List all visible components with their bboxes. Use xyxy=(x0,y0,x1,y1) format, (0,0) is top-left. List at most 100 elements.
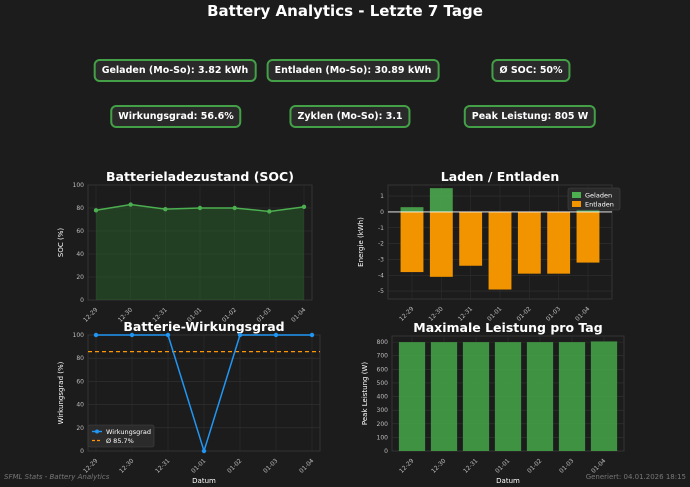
x-tick-label: 12-31 xyxy=(154,457,171,474)
efficiency-point xyxy=(93,332,99,338)
soc-point xyxy=(232,205,237,211)
y-axis-label: Energie (kWh) xyxy=(357,217,365,267)
soc-point xyxy=(301,204,307,210)
soc-point xyxy=(93,208,99,213)
soc-point xyxy=(128,202,133,207)
x-tick-label: 12-31 xyxy=(462,457,479,474)
x-tick-label: 01-04 xyxy=(298,457,315,474)
legend-label: Wirkungsgrad xyxy=(106,428,151,436)
y-axis-label: Wirkungsgrad (%) xyxy=(57,361,65,424)
y-axis-label: Peak Leistung (W) xyxy=(361,362,369,425)
footer-source: SFML Stats - Battery Analytics xyxy=(4,473,110,481)
soc-point xyxy=(267,209,272,214)
efficiency-point xyxy=(129,332,135,338)
x-tick-label: 12-29 xyxy=(398,457,415,474)
y-axis-label: SOC (%) xyxy=(57,228,65,257)
y-tick-label: 0 xyxy=(384,448,388,455)
legend-label: Ø 85.7% xyxy=(106,437,134,445)
chart-title: Maximale Leistung pro Tag xyxy=(413,320,602,335)
chart-title: Laden / Entladen xyxy=(441,169,559,184)
stat-avg-soc-badge: Ø SOC: 50% xyxy=(491,59,571,82)
x-tick-label: 01-01 xyxy=(190,457,207,474)
y-tick-label: 40 xyxy=(76,251,84,258)
y-tick-label: 400 xyxy=(377,394,389,401)
x-axis-label: Datum xyxy=(192,477,216,485)
discharged-bar xyxy=(429,211,453,277)
legend-label: Geladen xyxy=(585,192,612,200)
discharged-bar xyxy=(488,211,512,290)
y-tick-label: 100 xyxy=(377,434,389,441)
x-tick-label: 01-02 xyxy=(226,457,243,474)
y-tick-label: 20 xyxy=(76,274,84,281)
y-tick-label: 100 xyxy=(73,332,85,339)
stat-cycles-badge: Zyklen (Mo-So): 3.1 xyxy=(289,105,411,128)
stat-charged-badge: Geladen (Mo-So): 3.82 kWh xyxy=(93,59,257,82)
efficiency-point xyxy=(237,332,243,338)
y-tick-label: -5 xyxy=(378,288,384,295)
page-title: Battery Analytics - Letzte 7 Tage xyxy=(207,2,483,20)
discharged-bar xyxy=(517,211,541,274)
y-tick-label: 300 xyxy=(377,407,389,414)
x-tick-label: 01-03 xyxy=(262,457,279,474)
y-tick-label: 800 xyxy=(377,339,389,346)
stat-efficiency-badge: Wirkungsgrad: 56.6% xyxy=(110,105,242,128)
efficiency-point xyxy=(201,448,207,454)
legend-swatch xyxy=(572,192,581,198)
x-tick-label: 01-04 xyxy=(290,306,307,323)
x-tick-label: 12-29 xyxy=(82,306,99,323)
y-tick-label: 60 xyxy=(76,378,84,385)
peak-power-bar xyxy=(558,342,586,451)
y-tick-label: 100 xyxy=(73,182,85,189)
legend-box xyxy=(87,424,155,448)
discharged-bar xyxy=(459,211,483,266)
discharged-bar xyxy=(547,211,571,274)
y-tick-label: 80 xyxy=(76,355,84,362)
y-tick-label: -1 xyxy=(378,225,384,232)
peak-power-chart: 0 100 200 300 400 500 600 700 800 12-29 12-30 12-31… xyxy=(361,320,625,485)
y-tick-label: 700 xyxy=(377,353,389,360)
x-tick-label: 12-30 xyxy=(430,457,447,474)
y-tick-label: 60 xyxy=(76,228,84,235)
stat-peak-power-badge: Peak Leistung: 805 W xyxy=(463,105,597,128)
x-axis-label: Datum xyxy=(496,477,520,485)
discharged-bar xyxy=(400,211,424,273)
y-tick-label: 20 xyxy=(76,425,84,432)
soc-area-fill xyxy=(96,204,304,300)
y-tick-label: 500 xyxy=(377,380,389,387)
legend-marker-swatch xyxy=(95,429,99,434)
charged-bar xyxy=(576,210,600,212)
x-tick-label: 01-01 xyxy=(494,457,511,474)
peak-power-bar xyxy=(590,341,618,451)
legend-swatch xyxy=(572,201,581,207)
y-tick-label: 0 xyxy=(80,297,84,304)
y-tick-label: 0 xyxy=(80,448,84,455)
stat-discharged-badge: Entladen (Mo-So): 30.89 kWh xyxy=(266,59,440,82)
discharged-bar xyxy=(576,211,600,263)
peak-power-bar xyxy=(430,342,458,451)
peak-power-bar xyxy=(462,342,490,451)
x-tick-label: 01-02 xyxy=(526,457,543,474)
y-tick-label: -4 xyxy=(378,272,384,279)
chart-title: Batterieladezustand (SOC) xyxy=(106,169,294,184)
x-tick-label: 12-30 xyxy=(118,457,135,474)
peak-power-bar xyxy=(526,342,554,451)
y-tick-label: 600 xyxy=(377,366,389,373)
y-tick-label: 200 xyxy=(377,421,389,428)
soc-point xyxy=(197,205,203,211)
efficiency-point xyxy=(273,332,279,338)
footer-generated: Generiert: 04.01.2026 18:15 xyxy=(585,473,686,481)
soc-point xyxy=(163,206,168,212)
legend-label: Entladen xyxy=(585,201,614,209)
chart-title: Batterie-Wirkungsgrad xyxy=(123,319,284,334)
y-tick-label: 80 xyxy=(76,205,84,212)
efficiency-point xyxy=(309,332,315,338)
y-tick-label: 40 xyxy=(76,402,84,409)
peak-power-bar xyxy=(398,342,426,451)
charged-bar xyxy=(400,207,424,212)
y-tick-label: -3 xyxy=(378,256,384,263)
y-tick-label: 1 xyxy=(380,193,384,200)
y-tick-label: 0 xyxy=(380,209,384,216)
